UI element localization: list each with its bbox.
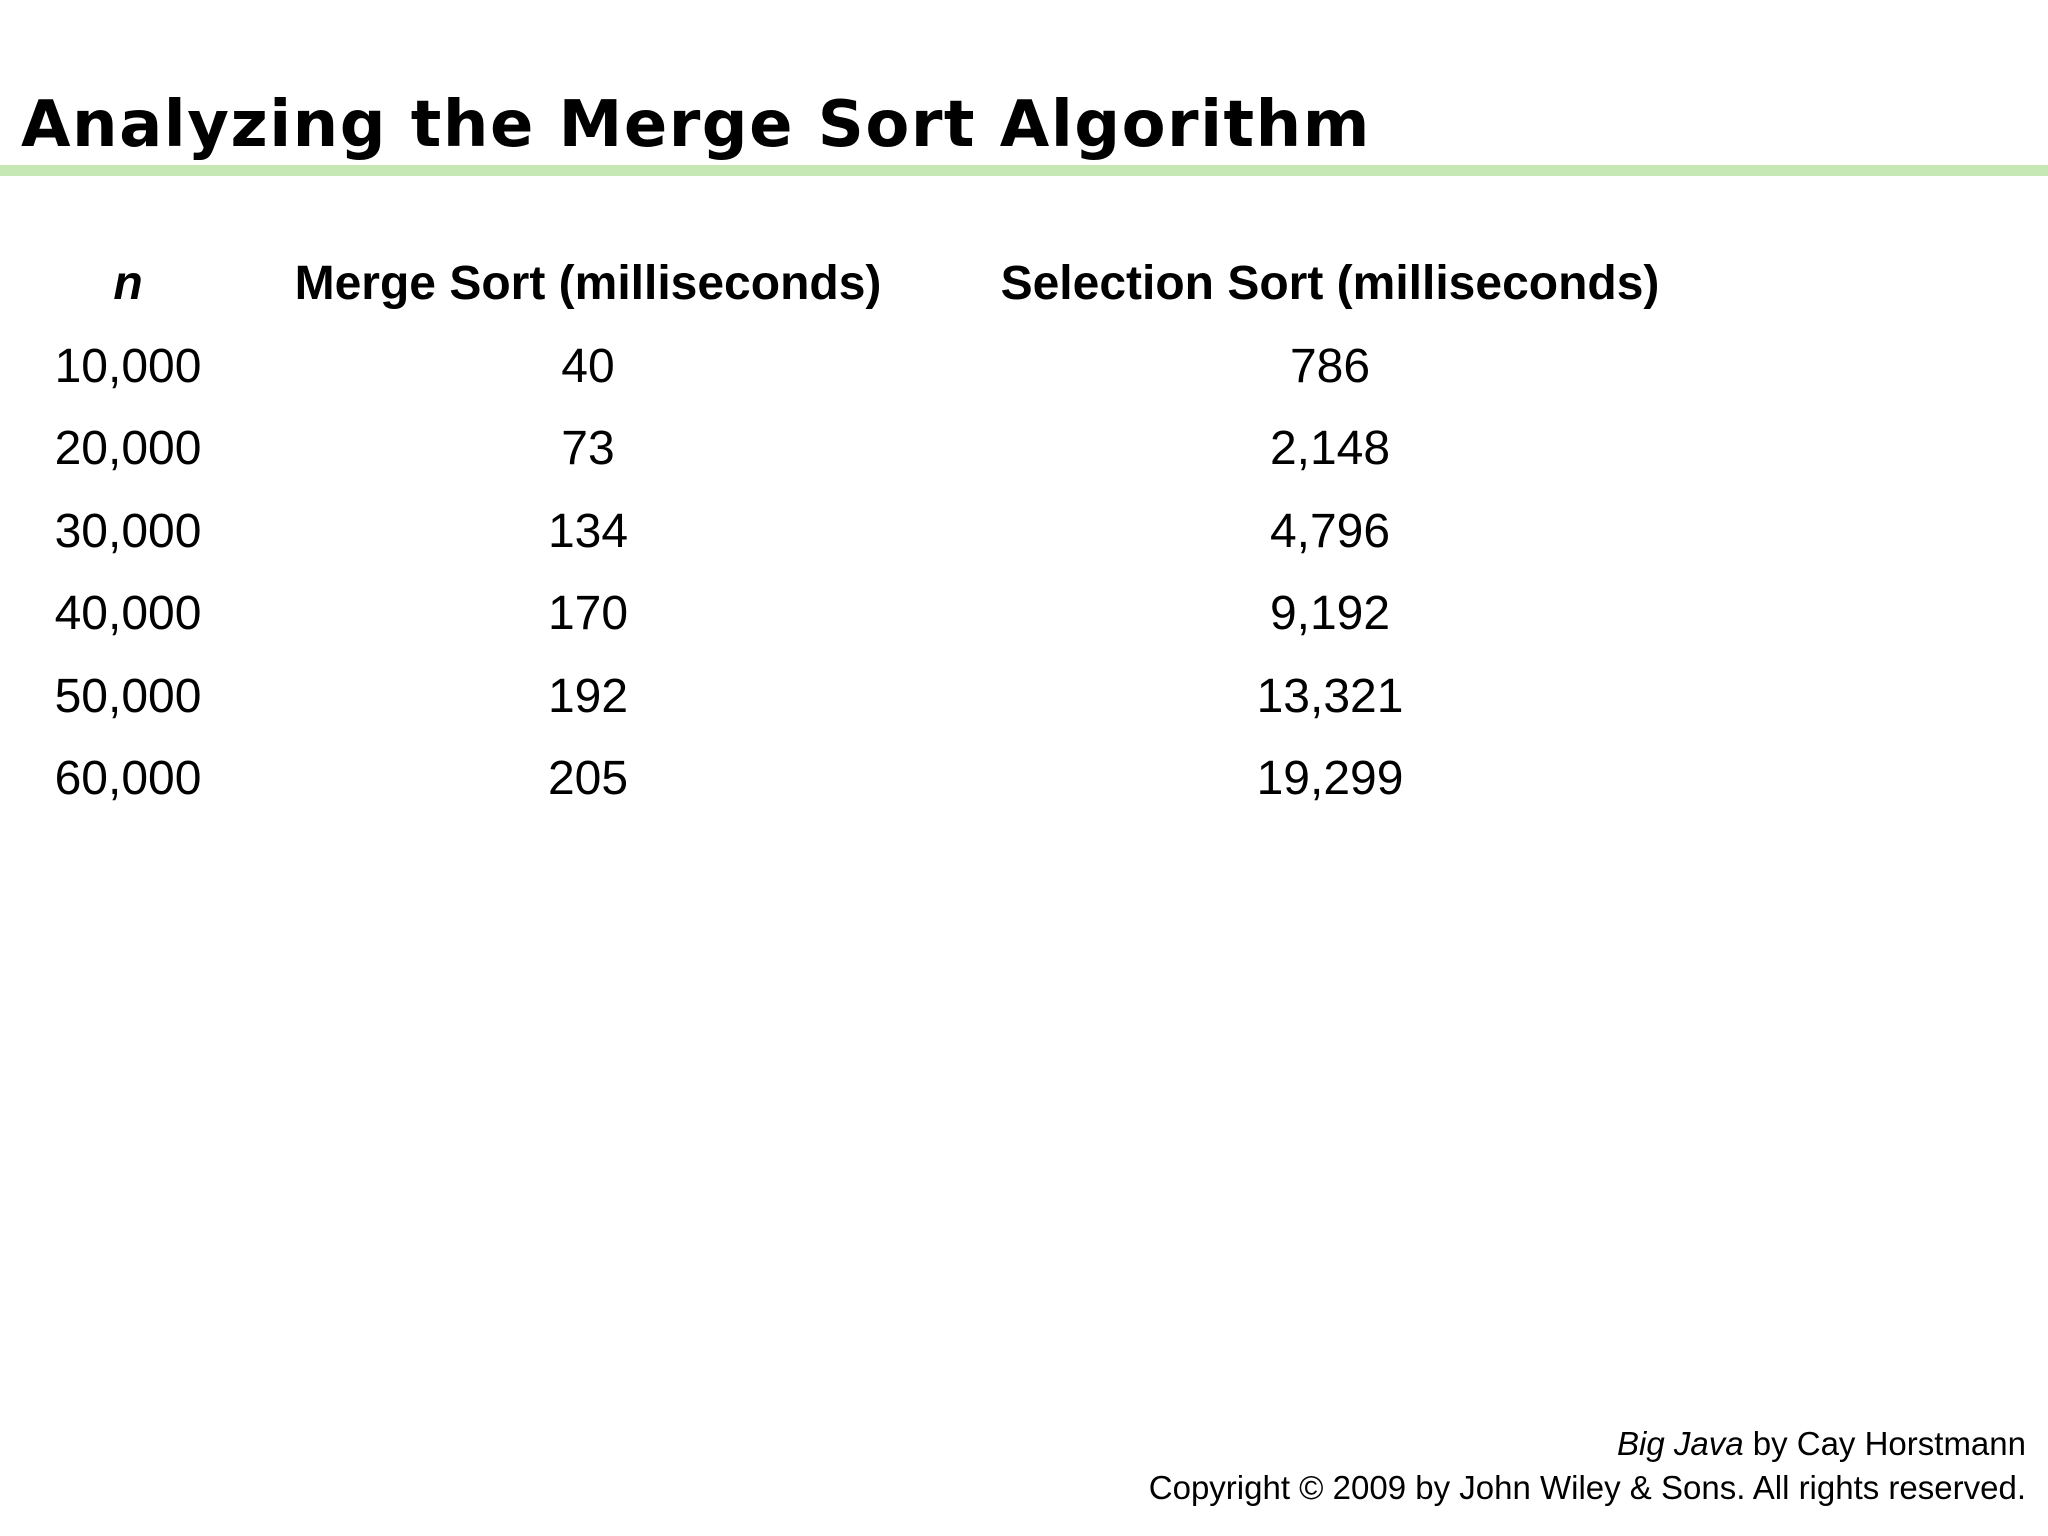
cell-n: 40,000 xyxy=(54,587,202,640)
header-selection-sort: Selection Sort (milliseconds) xyxy=(1000,257,1660,310)
cell-n: 30,000 xyxy=(54,504,202,558)
cell-merge-sort: 73 xyxy=(561,422,615,475)
table-row: 60,000 205 19,299 xyxy=(0,738,1740,821)
header-n: n xyxy=(113,257,143,310)
cell-selection-sort: 2,148 xyxy=(1269,422,1391,475)
cell-merge-sort: 192 xyxy=(547,669,629,723)
footer-book-line: Big Java by Cay Horstmann xyxy=(1149,1422,2026,1466)
cell-merge-sort: 170 xyxy=(547,587,629,640)
table-row: 20,000 73 2,148 xyxy=(0,408,1740,491)
cell-selection-sort: 13,321 xyxy=(1256,669,1404,723)
cell-selection-sort: 9,192 xyxy=(1269,587,1391,640)
sort-timing-table: n Merge Sort (milliseconds) Selection So… xyxy=(0,243,1740,821)
cell-n: 60,000 xyxy=(54,752,202,805)
cell-selection-sort: 19,299 xyxy=(1256,752,1404,805)
cell-n: 10,000 xyxy=(54,339,202,393)
slide-footer: Big Java by Cay Horstmann Copyright © 20… xyxy=(1149,1422,2026,1510)
cell-merge-sort: 205 xyxy=(547,752,629,805)
table-row: 30,000 134 4,796 xyxy=(0,491,1740,574)
slide-title: Analyzing the Merge Sort Algorithm xyxy=(21,88,1371,162)
table-row: 50,000 192 13,321 xyxy=(0,656,1740,739)
cell-merge-sort: 134 xyxy=(547,504,629,558)
cell-selection-sort: 4,796 xyxy=(1269,504,1391,558)
cell-n: 50,000 xyxy=(54,669,202,723)
cell-n: 20,000 xyxy=(54,422,202,475)
book-title: Big Java xyxy=(1616,1425,1744,1462)
cell-selection-sort: 786 xyxy=(1289,339,1371,393)
table-row: 40,000 170 9,192 xyxy=(0,573,1740,656)
cell-merge-sort: 40 xyxy=(561,339,615,393)
table-header-row: n Merge Sort (milliseconds) Selection So… xyxy=(0,243,1740,326)
title-underline xyxy=(0,165,2048,176)
book-author: by Cay Horstmann xyxy=(1743,1425,2026,1462)
copyright-notice: Copyright © 2009 by John Wiley & Sons. A… xyxy=(1148,1469,2026,1506)
table-row: 10,000 40 786 xyxy=(0,326,1740,409)
header-merge-sort: Merge Sort (milliseconds) xyxy=(294,257,882,310)
